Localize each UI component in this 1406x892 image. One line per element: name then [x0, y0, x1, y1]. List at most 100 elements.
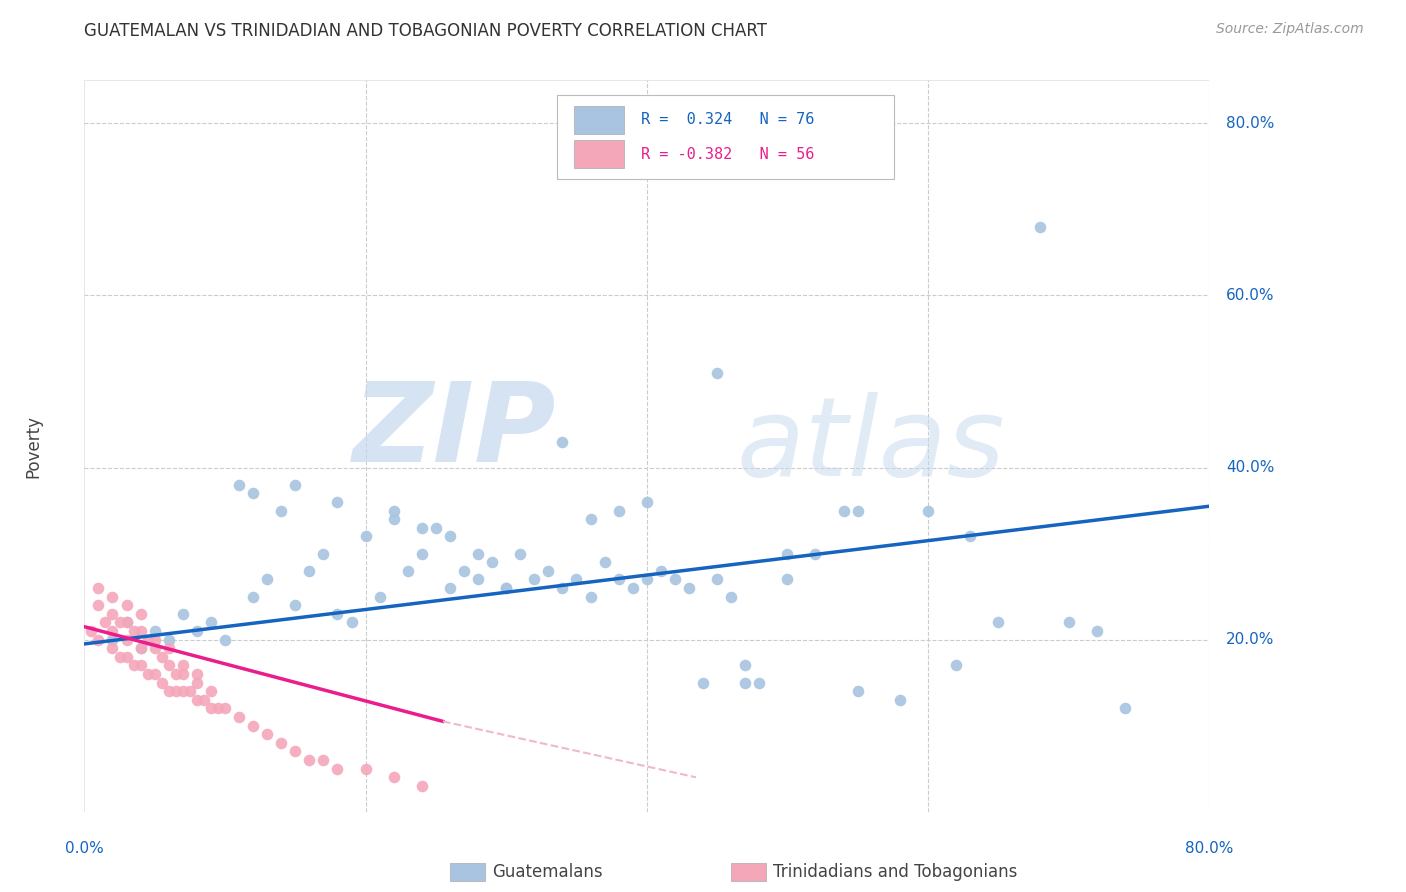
Point [270, 736, 292, 750]
Point [179, 684, 201, 698]
Point [326, 607, 349, 621]
Text: Trinidadians and Tobagonians: Trinidadians and Tobagonians [773, 863, 1018, 881]
Point [706, 366, 728, 380]
Point [172, 658, 194, 673]
Point [115, 615, 138, 630]
Point [143, 641, 166, 656]
Point [411, 779, 433, 793]
Point [200, 684, 222, 698]
Point [537, 564, 560, 578]
Point [734, 658, 756, 673]
Point [101, 641, 124, 656]
Text: R =  0.324   N = 76: R = 0.324 N = 76 [641, 112, 814, 128]
Point [551, 434, 574, 449]
Point [186, 624, 208, 638]
Point [172, 684, 194, 698]
Point [664, 573, 686, 587]
Point [340, 615, 363, 630]
Point [115, 649, 138, 664]
Point [129, 641, 152, 656]
Point [607, 573, 630, 587]
FancyBboxPatch shape [574, 106, 624, 134]
Point [136, 632, 159, 647]
Point [101, 590, 124, 604]
Point [467, 573, 489, 587]
Point [136, 667, 159, 681]
Point [270, 503, 292, 517]
Point [242, 486, 264, 500]
Text: atlas: atlas [737, 392, 1005, 500]
Point [101, 624, 124, 638]
Text: 80.0%: 80.0% [1185, 841, 1233, 856]
Point [242, 719, 264, 733]
Point [706, 573, 728, 587]
Point [453, 564, 475, 578]
FancyBboxPatch shape [574, 140, 624, 168]
Text: Guatemalans: Guatemalans [492, 863, 603, 881]
Point [636, 495, 658, 509]
Point [101, 632, 124, 647]
Point [1029, 219, 1052, 234]
Point [551, 581, 574, 595]
Point [94, 615, 117, 630]
Point [523, 573, 546, 587]
Point [115, 598, 138, 612]
Point [846, 503, 869, 517]
Point [108, 649, 131, 664]
Text: ZIP: ZIP [353, 378, 557, 485]
Point [495, 581, 517, 595]
Point [495, 581, 517, 595]
Point [284, 744, 307, 758]
Point [846, 684, 869, 698]
Point [565, 573, 588, 587]
Point [115, 632, 138, 647]
Point [87, 598, 110, 612]
Point [382, 512, 405, 526]
Point [678, 581, 700, 595]
Point [157, 658, 180, 673]
Point [228, 477, 250, 491]
Point [87, 632, 110, 647]
Point [692, 675, 714, 690]
Point [326, 495, 349, 509]
Point [157, 641, 180, 656]
Point [129, 658, 152, 673]
Point [115, 615, 138, 630]
Point [87, 581, 110, 595]
Point [917, 503, 939, 517]
Point [242, 590, 264, 604]
Point [284, 477, 307, 491]
Point [143, 624, 166, 638]
Point [214, 701, 236, 715]
Point [228, 710, 250, 724]
Point [298, 753, 321, 767]
Point [143, 632, 166, 647]
Point [959, 529, 981, 543]
Point [150, 675, 173, 690]
Point [425, 521, 447, 535]
Point [720, 590, 742, 604]
Point [80, 624, 103, 638]
Text: 0.0%: 0.0% [65, 841, 104, 856]
Point [1114, 701, 1136, 715]
Point [636, 573, 658, 587]
Point [650, 564, 672, 578]
Point [256, 573, 278, 587]
Point [193, 693, 215, 707]
Point [509, 547, 531, 561]
Point [382, 503, 405, 517]
Text: Poverty: Poverty [25, 415, 42, 477]
Point [172, 607, 194, 621]
Point [368, 590, 391, 604]
Point [284, 598, 307, 612]
Point [734, 675, 756, 690]
Point [122, 658, 145, 673]
Point [207, 701, 229, 715]
Point [186, 667, 208, 681]
Point [122, 624, 145, 638]
Point [804, 547, 827, 561]
Text: Source: ZipAtlas.com: Source: ZipAtlas.com [1216, 22, 1364, 37]
Point [143, 667, 166, 681]
Point [987, 615, 1010, 630]
Point [165, 684, 187, 698]
